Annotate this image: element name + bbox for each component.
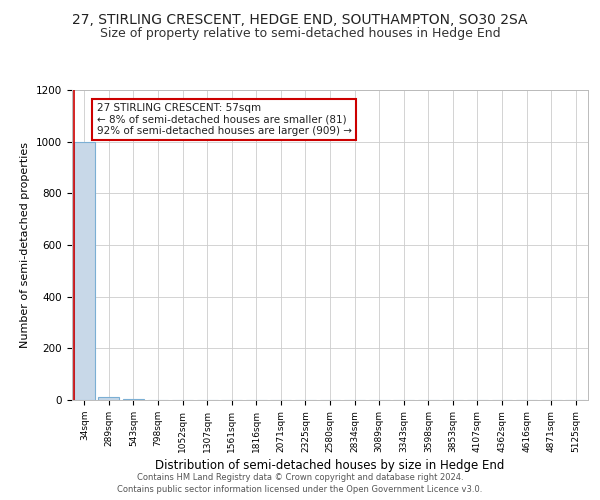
X-axis label: Distribution of semi-detached houses by size in Hedge End: Distribution of semi-detached houses by … xyxy=(155,459,505,472)
Text: Contains public sector information licensed under the Open Government Licence v3: Contains public sector information licen… xyxy=(118,485,482,494)
Text: 27 STIRLING CRESCENT: 57sqm
← 8% of semi-detached houses are smaller (81)
92% of: 27 STIRLING CRESCENT: 57sqm ← 8% of semi… xyxy=(97,103,352,136)
Y-axis label: Number of semi-detached properties: Number of semi-detached properties xyxy=(20,142,31,348)
Bar xyxy=(74,142,95,400)
Text: Size of property relative to semi-detached houses in Hedge End: Size of property relative to semi-detach… xyxy=(100,28,500,40)
Text: 27, STIRLING CRESCENT, HEDGE END, SOUTHAMPTON, SO30 2SA: 27, STIRLING CRESCENT, HEDGE END, SOUTHA… xyxy=(72,12,528,26)
Text: Contains HM Land Registry data © Crown copyright and database right 2024.: Contains HM Land Registry data © Crown c… xyxy=(137,472,463,482)
Bar xyxy=(98,398,119,400)
